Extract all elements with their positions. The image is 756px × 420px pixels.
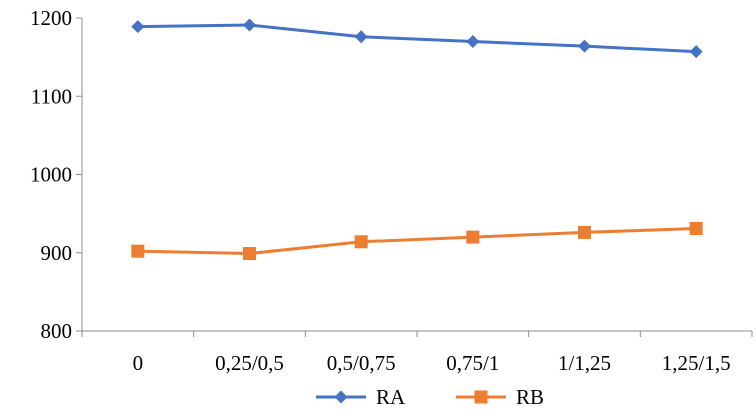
x-tick-label: 1,25/1,5 [662, 351, 731, 375]
y-tick-label: 1100 [31, 84, 72, 108]
series-ra [131, 18, 703, 59]
y-tick-label: 900 [41, 241, 73, 265]
legend-item-rb: RB [456, 385, 544, 409]
data-point-rb [243, 247, 256, 261]
axes [76, 17, 753, 337]
legend-item-ra: RA [316, 385, 406, 409]
data-point-rb [689, 221, 703, 235]
data-point-ra [354, 30, 368, 44]
data-point-rb [578, 225, 591, 239]
legend-label: RA [376, 385, 406, 409]
y-tick-label: 1000 [30, 163, 72, 187]
x-tick-label: 0,25/0,5 [215, 351, 284, 375]
data-point-rb [466, 230, 480, 244]
data-point-rb [354, 235, 368, 249]
data-point-ra [689, 45, 703, 59]
legend-label: RB [516, 385, 544, 409]
data-point-rb [131, 244, 145, 258]
series-line-rb [137, 226, 697, 256]
series-line-ra [137, 23, 697, 54]
legend-marker [334, 390, 348, 404]
data-point-ra [466, 34, 480, 48]
x-tick-label: 0,5/0,75 [327, 351, 396, 375]
data-point-ra [243, 18, 256, 32]
legend-marker [474, 390, 488, 404]
y-tick-label: 800 [41, 319, 73, 343]
series-group [131, 18, 703, 261]
data-point-ra [131, 20, 145, 34]
x-tick-label: 0,75/1 [446, 351, 499, 375]
tick-labels: 800 900 1000 1100 1200 0 0,25/0,5 0,5/0,75 0,75/… [30, 6, 731, 375]
series-rb [131, 221, 703, 261]
x-tick-label: 0 [133, 351, 144, 375]
x-tick-label: 1/1,25 [558, 351, 611, 375]
y-tick-label: 1200 [30, 6, 72, 30]
data-point-ra [578, 39, 591, 53]
legend: RA RB [316, 385, 544, 409]
